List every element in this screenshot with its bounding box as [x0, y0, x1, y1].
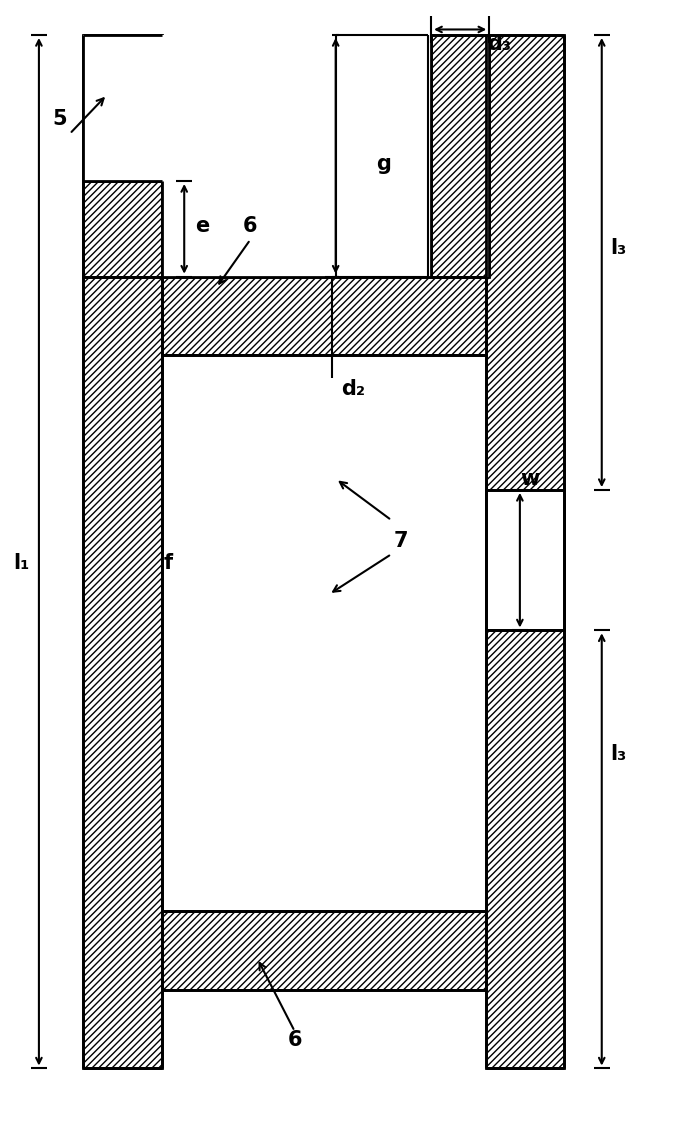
Text: e: e — [195, 216, 210, 236]
Text: g: g — [376, 154, 391, 175]
Text: d₂: d₂ — [340, 379, 364, 399]
Bar — [162, 35, 431, 277]
Bar — [486, 35, 564, 1069]
Text: l₃: l₃ — [610, 239, 627, 259]
Bar — [431, 35, 489, 277]
Bar — [162, 277, 486, 355]
Text: l₁: l₁ — [14, 553, 30, 573]
Text: 7: 7 — [393, 530, 408, 551]
Bar — [84, 181, 162, 277]
Bar — [84, 35, 162, 1069]
Bar — [486, 490, 564, 631]
Text: 5: 5 — [52, 109, 66, 129]
Text: 6: 6 — [243, 216, 258, 236]
Text: f: f — [164, 553, 173, 573]
Bar — [162, 911, 486, 990]
Text: w: w — [521, 468, 540, 489]
Text: 6: 6 — [288, 1030, 302, 1051]
Text: d₃: d₃ — [488, 34, 512, 54]
Bar — [486, 35, 489, 277]
Bar — [84, 35, 162, 181]
Bar — [162, 355, 486, 911]
Text: l₃: l₃ — [610, 744, 627, 763]
